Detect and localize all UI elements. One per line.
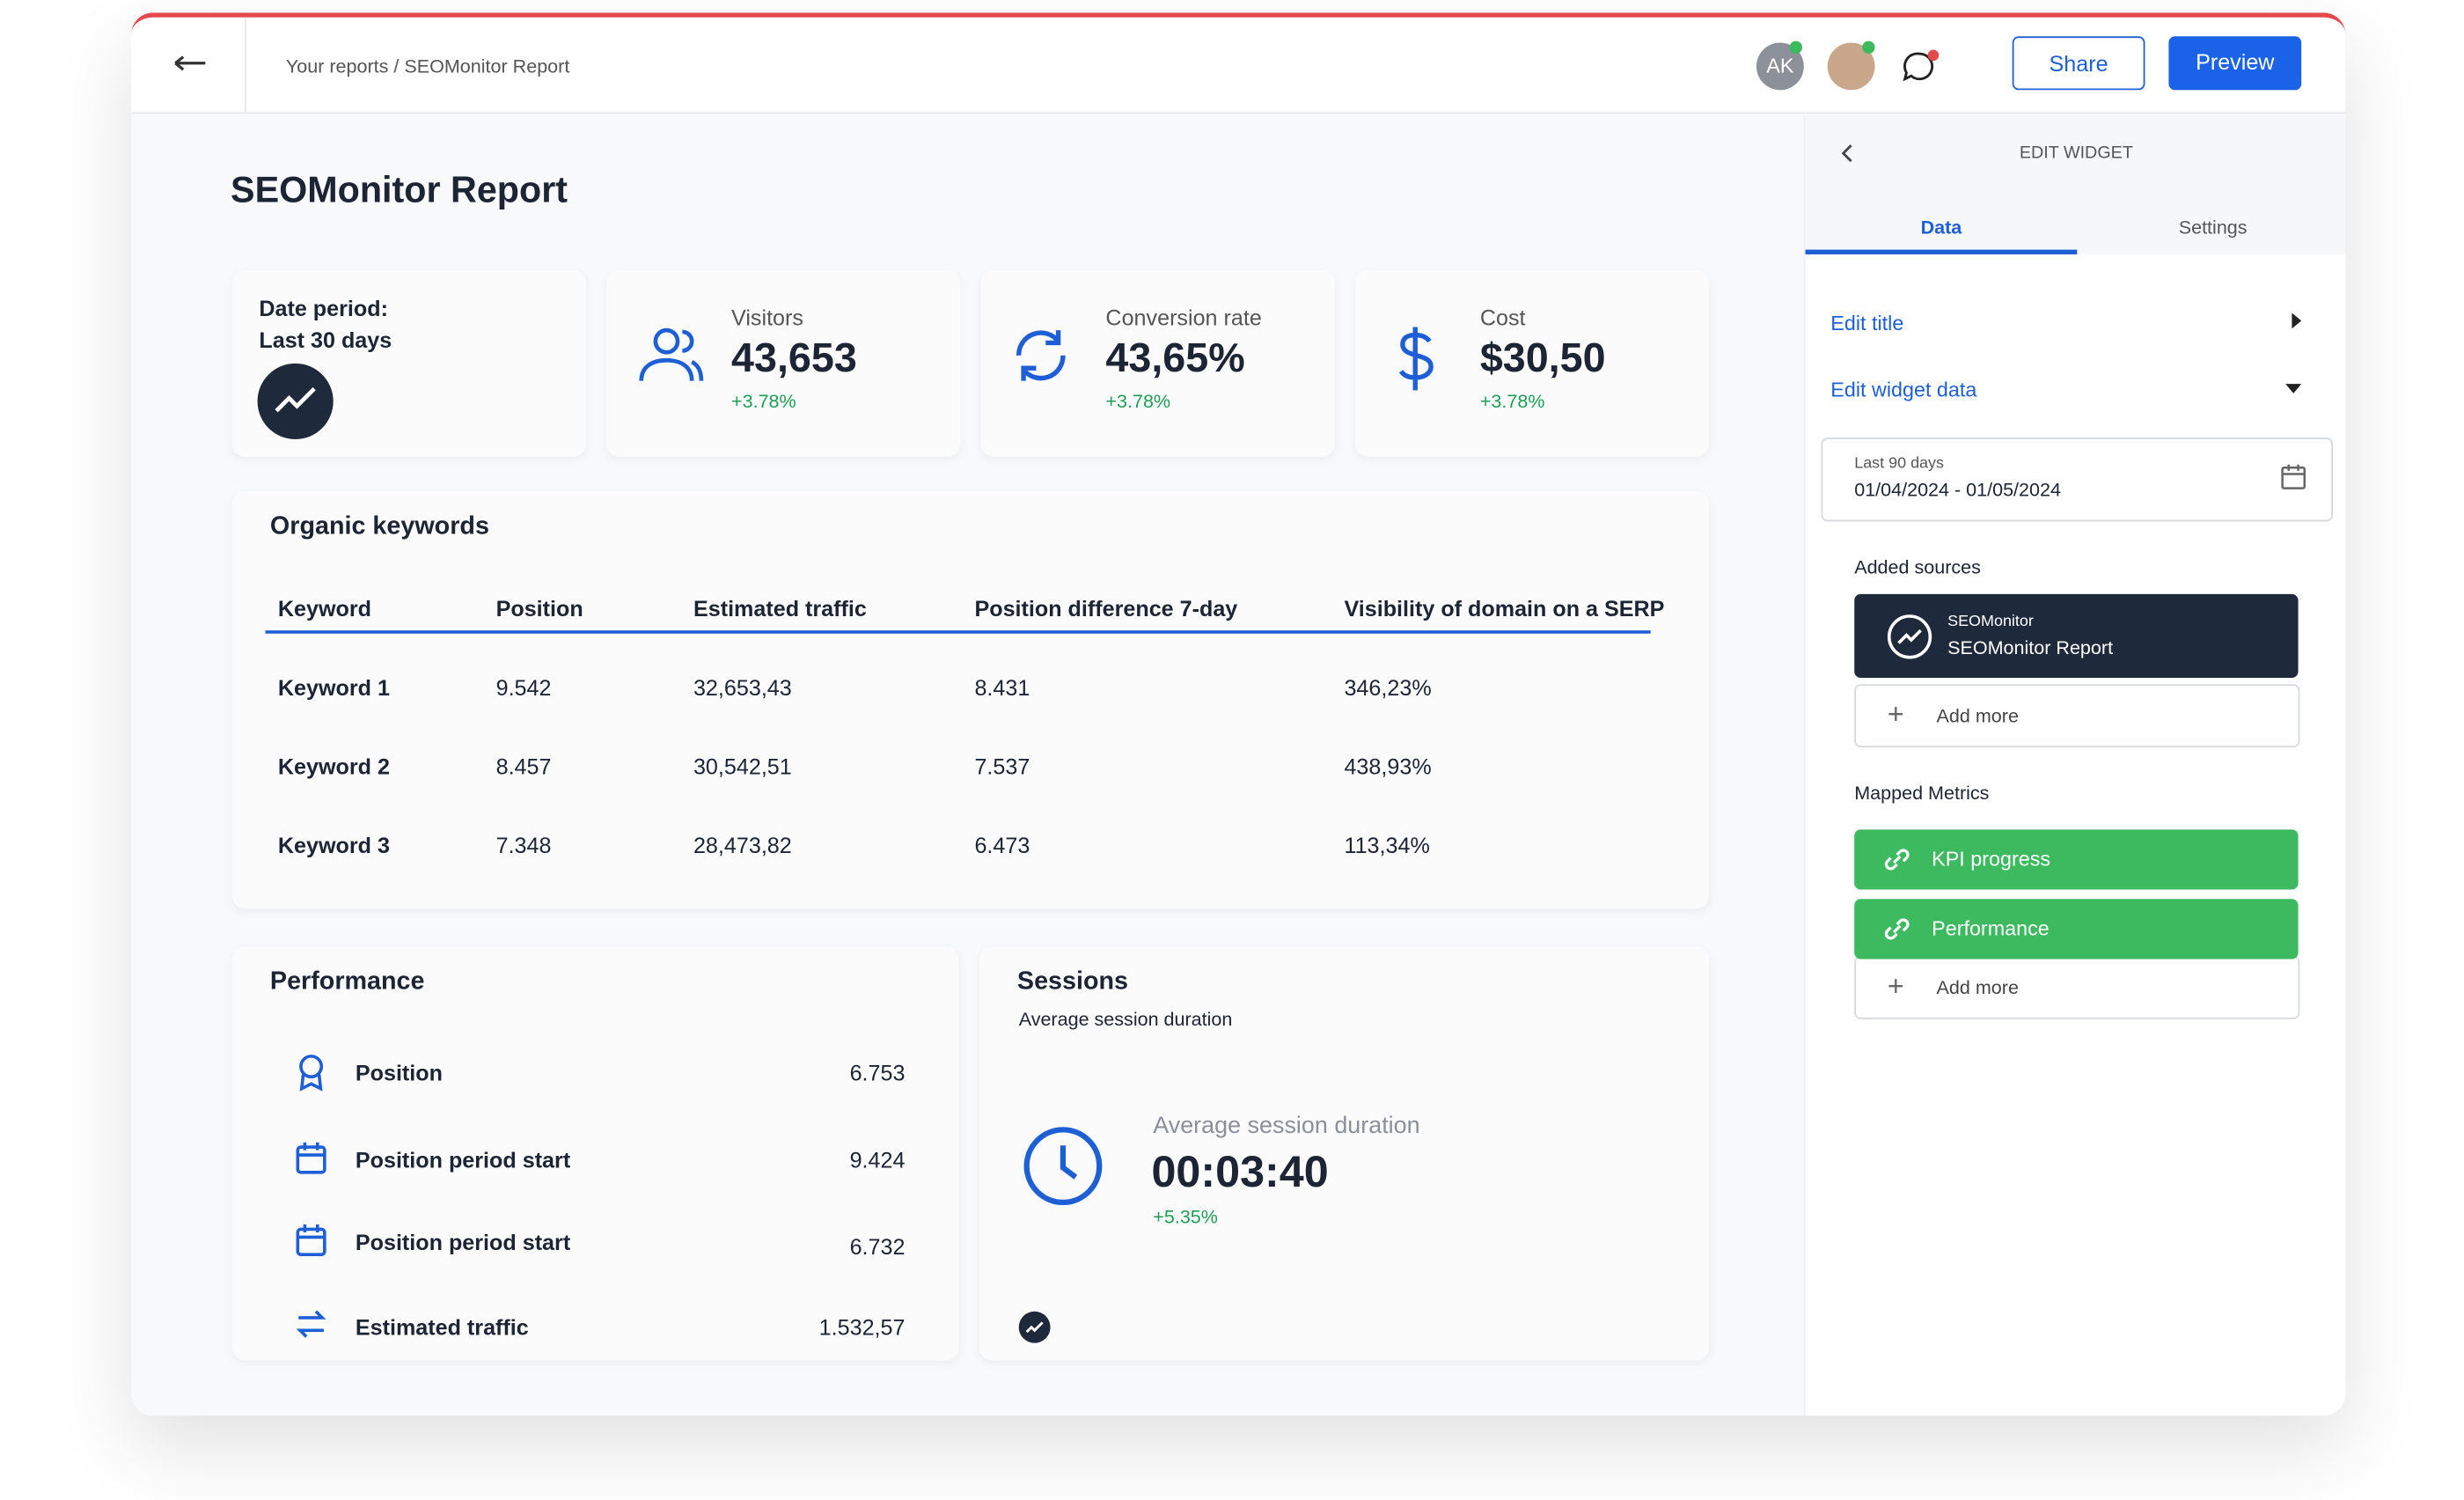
sessions-card: Sessions Average session duration Averag…	[979, 946, 1710, 1361]
cell: Keyword 1	[277, 674, 391, 701]
item-icon	[296, 1141, 327, 1183]
cell: 7.348	[495, 832, 552, 858]
cell: 7.537	[974, 754, 1030, 779]
source[interactable]: SEOMonitor SEOMonitor Report	[1854, 593, 2299, 679]
metric[interactable]: KPI progress	[1854, 829, 2299, 890]
edit-widget-data[interactable]: Edit widget data	[1830, 377, 1977, 401]
kpi-icon	[635, 324, 705, 395]
preview-button[interactable]: Preview	[2168, 36, 2302, 91]
date-field[interactable]: Last 90 days 01/04/2024 - 01/05/2024	[1821, 438, 2334, 522]
item-label: Estimated traffic	[355, 1314, 529, 1341]
cell: 9.542	[495, 674, 552, 701]
column-header: Visibility of domain on a SERP	[1344, 595, 1665, 621]
cell: 8.457	[495, 754, 552, 779]
cell: 6.473	[974, 832, 1030, 858]
text: 43,65%	[1105, 333, 1245, 381]
tab[interactable]: Settings	[2178, 216, 2248, 239]
panel-back[interactable]	[1840, 143, 1856, 163]
metric-label: Performance	[1932, 916, 2050, 940]
cell: Keyword 3	[277, 832, 391, 858]
item-label: Position period start	[355, 1147, 571, 1173]
column-header: Keyword	[277, 595, 372, 621]
add-more[interactable]: + Add more	[1854, 684, 2300, 747]
edit-panel: EDIT WIDGET Data Settings Edit title Edi…	[1803, 115, 2346, 1416]
cell: Keyword 2	[277, 754, 391, 779]
date-card: Date period: Last 30 days	[231, 269, 586, 457]
chat-icon[interactable]	[1898, 48, 1942, 89]
kpi-card: Cost $30,50 +3.78%	[1355, 269, 1710, 457]
keywords-card: Organic keywords Keyword Position Estimate…	[231, 491, 1710, 909]
text: Conversion rate	[1105, 305, 1262, 331]
text: +3.78%	[1479, 390, 1545, 413]
column-header: Position	[495, 595, 583, 621]
report-title: SEOMonitor Report	[231, 169, 568, 210]
metric-label: KPI progress	[1932, 847, 2051, 871]
metric[interactable]: Performance	[1854, 899, 2299, 960]
item-value: 6.753	[849, 1060, 906, 1086]
cell: 32,653,43	[693, 674, 792, 701]
tab[interactable]: Data	[1920, 216, 1962, 239]
kpi-icon	[1009, 324, 1073, 395]
add-more[interactable]: + Add more	[1854, 955, 2300, 1019]
text: Visitors	[731, 305, 803, 331]
text: Cost	[1479, 305, 1526, 331]
column-header: Position difference 7-day	[974, 595, 1238, 621]
item-icon	[296, 1308, 327, 1348]
cell: 113,34%	[1344, 832, 1430, 858]
kpi-icon	[1383, 324, 1447, 401]
performance-card: Performance Position 6.753 Position period…	[231, 946, 959, 1361]
kpi-card: Conversion rate 43,65% +3.78%	[980, 269, 1335, 457]
column-header: Estimated traffic	[693, 595, 867, 621]
breadcrumb[interactable]: Your reports / SEOMonitor Report	[285, 55, 570, 77]
cell: 8.431	[974, 674, 1030, 701]
text: $30,50	[1479, 333, 1606, 381]
item-value: 1.532,57	[818, 1314, 906, 1341]
text: 43,653	[731, 333, 857, 381]
item-value: 6.732	[849, 1233, 906, 1260]
kpi-card: Visitors 43,653 +3.78%	[606, 269, 961, 457]
item-icon	[296, 1054, 327, 1099]
header: Your reports / SEOMonitor Report AK Shar…	[130, 17, 2346, 114]
cell: 28,473,82	[693, 832, 792, 858]
item-value: 9.424	[849, 1147, 906, 1173]
item-label: Position	[355, 1060, 443, 1086]
cell: 30,542,51	[693, 754, 792, 779]
edit-title[interactable]: Edit title	[1830, 311, 1904, 335]
cell: 438,93%	[1344, 754, 1432, 779]
text: +3.78%	[731, 390, 796, 413]
item-label: Position period start	[355, 1229, 571, 1255]
text: +3.78%	[1105, 390, 1171, 413]
item-icon	[296, 1223, 327, 1265]
share-button[interactable]: Share	[2012, 36, 2145, 91]
back-icon[interactable]	[172, 52, 207, 74]
window: Your reports / SEOMonitor Report AK Shar…	[130, 12, 2346, 1416]
cell: 346,23%	[1344, 674, 1432, 701]
